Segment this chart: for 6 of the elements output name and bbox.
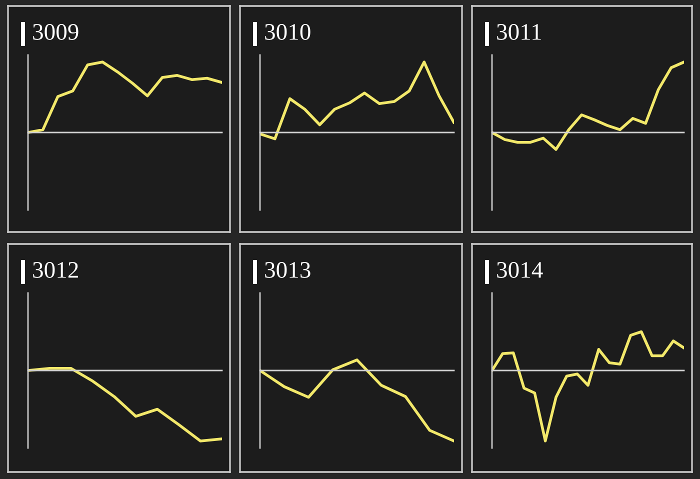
chart-title: 3013	[265, 262, 310, 278]
chart-title: 3011	[497, 24, 541, 40]
chart-title: 3009	[33, 24, 78, 40]
chart-title: 3014	[497, 262, 543, 278]
chart-title: 3012	[33, 262, 78, 278]
chart-title: 3010	[265, 24, 310, 40]
